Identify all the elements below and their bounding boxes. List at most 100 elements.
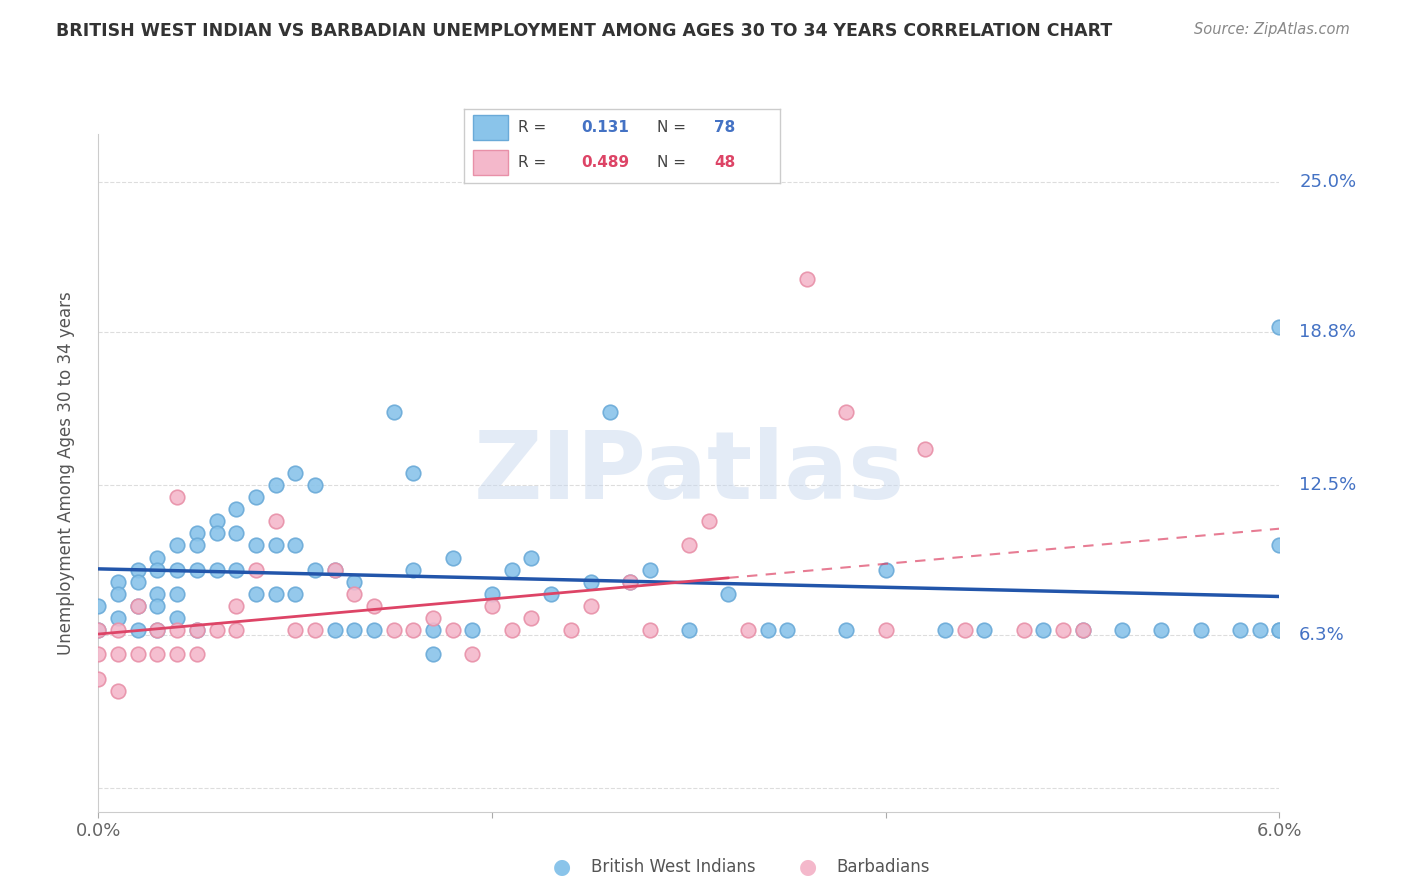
Point — [540, 587, 562, 601]
Point — [953, 623, 976, 637]
Point — [875, 623, 897, 637]
Point — [599, 405, 621, 419]
Point — [422, 623, 444, 637]
Point — [678, 623, 700, 637]
Point — [1071, 623, 1094, 637]
Point — [422, 611, 444, 625]
Point — [835, 405, 858, 419]
Point — [245, 490, 267, 504]
Point — [363, 599, 385, 613]
Point — [973, 623, 995, 637]
Text: N =: N = — [657, 120, 686, 135]
Point — [717, 587, 740, 601]
Point — [146, 623, 169, 637]
Point — [481, 587, 503, 601]
Point — [520, 550, 543, 565]
Text: ●: ● — [554, 857, 571, 877]
Point — [186, 623, 208, 637]
Point — [382, 405, 405, 419]
Point — [422, 648, 444, 662]
Point — [225, 563, 247, 577]
Point — [107, 611, 129, 625]
Point — [1032, 623, 1054, 637]
Point — [245, 563, 267, 577]
Point — [264, 514, 287, 528]
Point — [166, 611, 188, 625]
Y-axis label: Unemployment Among Ages 30 to 34 years: Unemployment Among Ages 30 to 34 years — [56, 291, 75, 655]
Point — [107, 623, 129, 637]
Point — [245, 587, 267, 601]
Point — [1249, 623, 1271, 637]
Point — [264, 587, 287, 601]
Point — [166, 538, 188, 552]
Point — [756, 623, 779, 637]
Point — [205, 563, 228, 577]
Point — [934, 623, 956, 637]
Text: 25.0%: 25.0% — [1299, 173, 1357, 191]
Bar — [474, 115, 509, 140]
Point — [1229, 623, 1251, 637]
Point — [697, 514, 720, 528]
Point — [127, 574, 149, 589]
Point — [501, 623, 523, 637]
Point — [304, 478, 326, 492]
Text: ●: ● — [800, 857, 817, 877]
Text: R =: R = — [517, 120, 546, 135]
Point — [166, 648, 188, 662]
Point — [914, 442, 936, 456]
Text: British West Indians: British West Indians — [591, 858, 755, 876]
Point — [127, 599, 149, 613]
Point — [284, 623, 307, 637]
Text: R =: R = — [517, 155, 546, 170]
Text: 48: 48 — [714, 155, 735, 170]
Point — [1052, 623, 1074, 637]
Point — [205, 623, 228, 637]
Point — [343, 623, 366, 637]
Text: 12.5%: 12.5% — [1299, 475, 1357, 494]
Point — [166, 623, 188, 637]
Point — [796, 272, 818, 286]
Point — [205, 514, 228, 528]
Point — [166, 490, 188, 504]
Point — [107, 683, 129, 698]
Point — [245, 538, 267, 552]
Point — [441, 550, 464, 565]
Point — [382, 623, 405, 637]
Point — [343, 587, 366, 601]
Point — [186, 563, 208, 577]
Point — [1268, 320, 1291, 334]
Point — [284, 538, 307, 552]
Point — [127, 563, 149, 577]
Point — [205, 526, 228, 541]
Point — [323, 623, 346, 637]
Text: 78: 78 — [714, 120, 735, 135]
Point — [146, 563, 169, 577]
Point — [166, 587, 188, 601]
Point — [1012, 623, 1035, 637]
Point — [166, 563, 188, 577]
Point — [146, 599, 169, 613]
Point — [264, 478, 287, 492]
Point — [186, 538, 208, 552]
Text: 0.131: 0.131 — [581, 120, 628, 135]
Point — [323, 563, 346, 577]
Point — [127, 599, 149, 613]
Point — [87, 648, 110, 662]
Point — [1268, 623, 1291, 637]
Text: 6.3%: 6.3% — [1299, 626, 1346, 644]
Point — [1268, 538, 1291, 552]
Point — [461, 648, 484, 662]
Point — [619, 574, 641, 589]
Point — [1111, 623, 1133, 637]
Point — [146, 587, 169, 601]
Point — [304, 623, 326, 637]
Point — [579, 574, 602, 589]
Point — [225, 502, 247, 516]
Point — [146, 550, 169, 565]
Point — [87, 623, 110, 637]
Point — [402, 623, 425, 637]
Bar — [474, 150, 509, 176]
Point — [264, 538, 287, 552]
Point — [284, 587, 307, 601]
Point — [579, 599, 602, 613]
